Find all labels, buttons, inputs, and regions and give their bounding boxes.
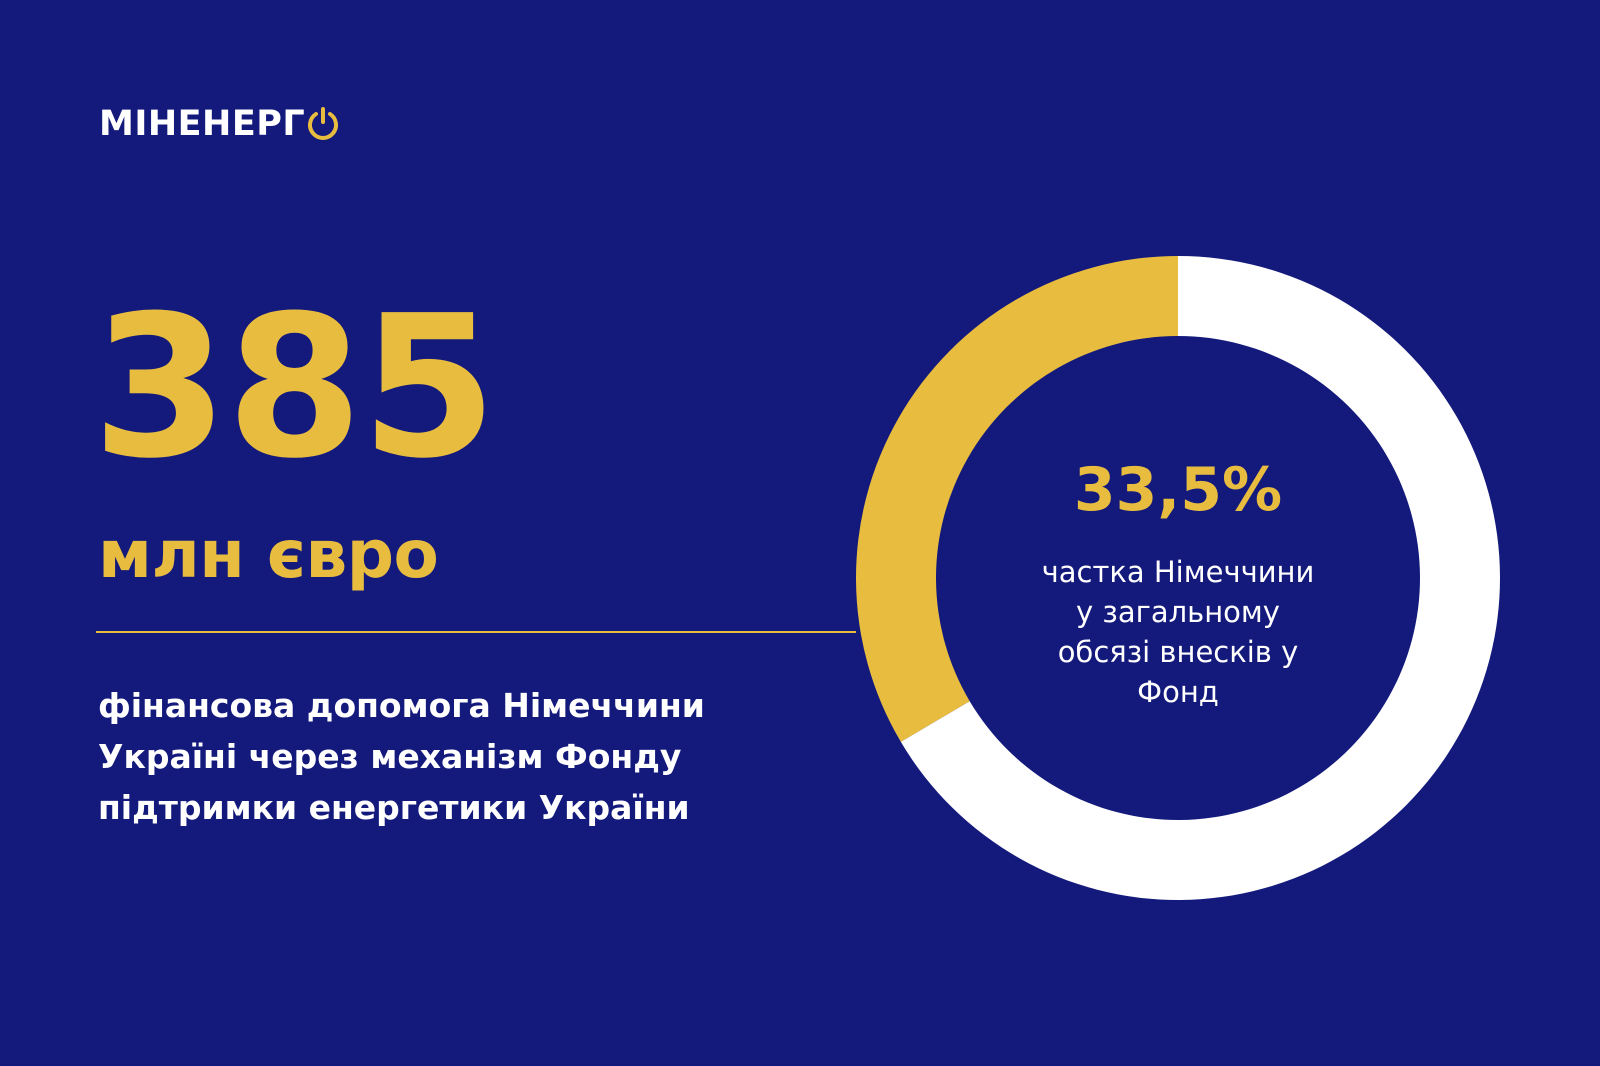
- headline-value: 385: [92, 274, 497, 502]
- donut-center: 33,5% частка Німеччини у загальному обся…: [850, 250, 1506, 906]
- donut-slice-1: [856, 256, 1178, 742]
- divider-line: [96, 631, 856, 633]
- headline-unit: млн євро: [98, 516, 439, 593]
- ministry-logo: МІНЕНЕРГ: [99, 106, 340, 142]
- power-button-icon: [306, 106, 340, 142]
- headline-description: фінансова допомога Німеччини Україні чер…: [98, 686, 705, 827]
- logo-text: МІНЕНЕРГ: [99, 103, 306, 144]
- donut-center-value: 33,5%: [1073, 455, 1283, 525]
- donut-center-caption: частка Німеччини у загальному обсязі вне…: [1041, 555, 1315, 709]
- donut-chart: [850, 250, 1506, 906]
